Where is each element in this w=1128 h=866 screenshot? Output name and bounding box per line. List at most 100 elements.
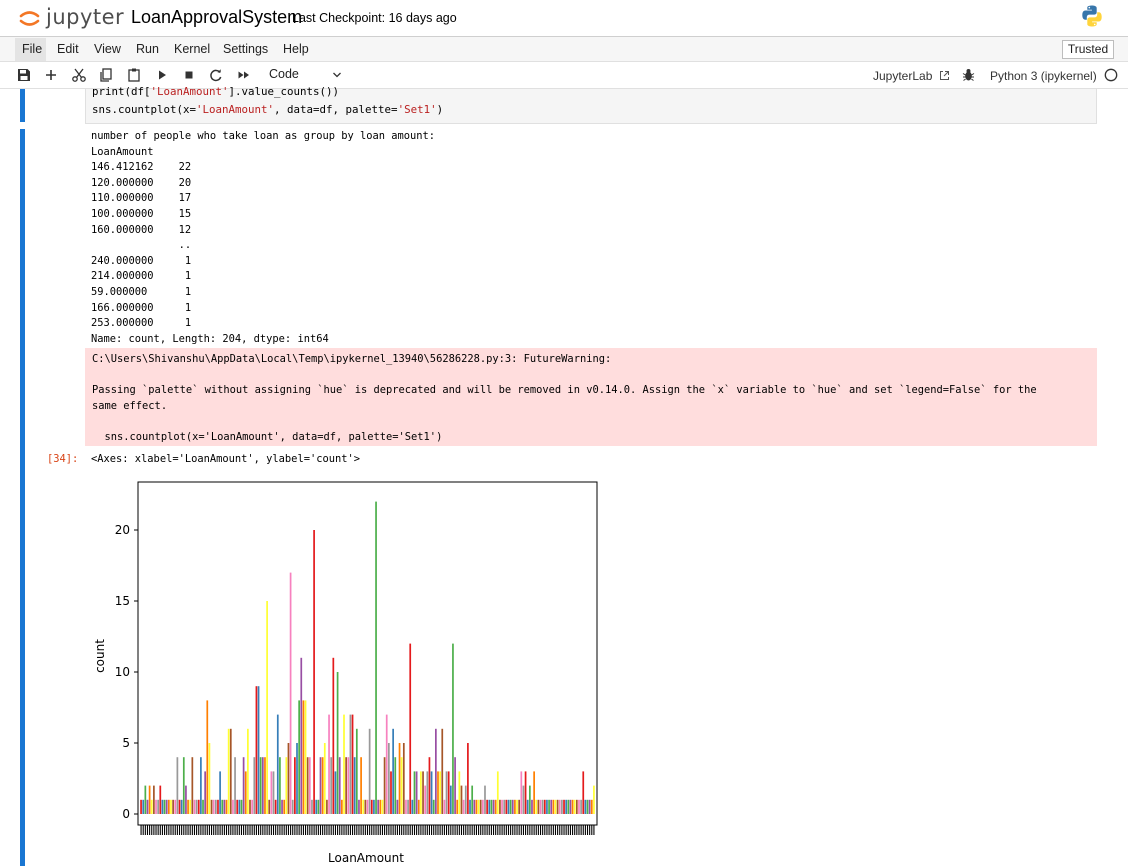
bar — [364, 799, 367, 814]
bar — [219, 771, 221, 814]
bar — [360, 757, 362, 814]
bar — [187, 799, 189, 814]
stop-icon[interactable] — [181, 67, 197, 83]
bar — [285, 757, 288, 814]
bar — [281, 799, 283, 814]
bar — [370, 799, 373, 814]
bar — [514, 799, 516, 814]
bar — [236, 799, 239, 814]
bar — [261, 757, 264, 814]
bar — [546, 799, 548, 814]
bar — [240, 799, 243, 814]
bar — [388, 743, 390, 814]
bar — [571, 799, 574, 814]
bar — [407, 799, 409, 814]
bar — [229, 728, 232, 814]
bar — [452, 643, 454, 814]
bar — [276, 714, 279, 814]
bar — [208, 743, 211, 814]
bar — [443, 799, 446, 814]
bar — [274, 799, 277, 814]
bar — [341, 799, 343, 814]
bar — [590, 799, 593, 814]
bar — [456, 799, 459, 814]
bar — [522, 785, 525, 814]
stderr-warning: C:\Users\Shivanshu\AppData\Local\Temp\ip… — [85, 348, 1097, 446]
save-icon[interactable] — [16, 67, 32, 83]
trusted-indicator[interactable]: Trusted — [1062, 40, 1114, 59]
bar — [287, 743, 290, 814]
run-icon[interactable] — [154, 67, 170, 83]
bar — [420, 771, 422, 814]
menu-view[interactable]: View — [94, 42, 121, 56]
bar — [366, 799, 369, 814]
bar — [496, 771, 499, 814]
bar — [161, 799, 164, 814]
bar — [304, 700, 307, 814]
fast-forward-icon[interactable] — [236, 67, 252, 83]
add-cell-icon[interactable] — [43, 67, 59, 83]
open-jupyterlab-link[interactable]: JupyterLab — [873, 69, 950, 83]
bar — [445, 771, 448, 814]
code-cell-editor[interactable]: print(df['LoanAmount'].value_counts()) s… — [85, 85, 1097, 124]
bar — [503, 799, 506, 814]
menu-kernel[interactable]: Kernel — [174, 42, 211, 56]
bar — [144, 785, 147, 814]
notebook-title[interactable]: LoanApprovalSystem — [131, 7, 303, 27]
bar — [349, 714, 352, 814]
bar — [575, 799, 578, 814]
bar — [225, 799, 228, 814]
bar — [272, 771, 275, 814]
bar — [516, 799, 518, 814]
menu-file[interactable]: File — [22, 42, 43, 56]
bar — [484, 785, 486, 814]
menu-help[interactable]: Help — [283, 42, 309, 56]
bar — [221, 799, 224, 814]
bar — [567, 799, 570, 814]
warning-message: Passing `palette` without assigning `hue… — [92, 384, 1037, 396]
bar — [417, 799, 420, 814]
kernel-name[interactable]: Python 3 (ipykernel) — [990, 69, 1097, 83]
bar — [449, 785, 452, 814]
output-cell-selection-bar — [20, 129, 25, 866]
bar — [300, 657, 303, 814]
bar — [441, 728, 444, 814]
bar — [266, 601, 268, 814]
restart-icon[interactable] — [208, 67, 224, 83]
copy-icon[interactable] — [98, 67, 114, 83]
bar — [182, 757, 185, 814]
bar — [422, 771, 424, 814]
cut-icon[interactable] — [71, 67, 87, 83]
bar — [306, 757, 309, 814]
bar — [501, 799, 503, 814]
bar — [212, 799, 215, 814]
bar — [383, 757, 386, 814]
bar — [326, 799, 328, 814]
menu-edit[interactable]: Edit — [57, 42, 79, 56]
bar — [368, 728, 371, 814]
bar — [249, 799, 251, 814]
bar — [217, 799, 219, 814]
bar — [473, 799, 476, 814]
bar — [524, 771, 527, 814]
bar — [251, 799, 253, 814]
bar — [294, 757, 296, 814]
jupyter-wordmark: jupyter — [46, 5, 125, 29]
bar — [586, 799, 589, 814]
bar — [279, 757, 281, 814]
bar — [548, 799, 550, 814]
menu-settings[interactable]: Settings — [223, 42, 269, 56]
bar — [311, 799, 313, 814]
paste-icon[interactable] — [126, 67, 142, 83]
bar — [302, 700, 305, 814]
cell-type-select[interactable]: Code — [262, 66, 344, 85]
bar — [537, 799, 540, 814]
bar — [170, 799, 172, 814]
bar — [165, 799, 168, 814]
debugger-icon[interactable] — [962, 68, 975, 82]
bar — [247, 728, 249, 814]
y-axis-label: count — [93, 639, 107, 673]
bar — [582, 771, 585, 814]
menu-run[interactable]: Run — [136, 42, 159, 56]
jupyter-logo[interactable]: jupyter — [19, 5, 124, 31]
